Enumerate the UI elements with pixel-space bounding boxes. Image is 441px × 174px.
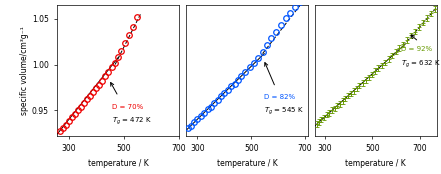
Text: $T_g$ = 632 K: $T_g$ = 632 K [401,58,441,70]
Text: $T_g$ = 472 K: $T_g$ = 472 K [112,116,152,127]
X-axis label: temperature / K: temperature / K [345,159,406,168]
X-axis label: temperature / K: temperature / K [217,159,277,168]
Text: $T_g$ = 545 K: $T_g$ = 545 K [264,106,304,117]
Text: D = 92%: D = 92% [401,46,432,52]
Text: D = 82%: D = 82% [264,94,295,100]
X-axis label: temperature / K: temperature / K [88,159,149,168]
Y-axis label: specific volume/cm³g⁻¹: specific volume/cm³g⁻¹ [20,26,29,115]
Text: D = 70%: D = 70% [112,104,143,110]
